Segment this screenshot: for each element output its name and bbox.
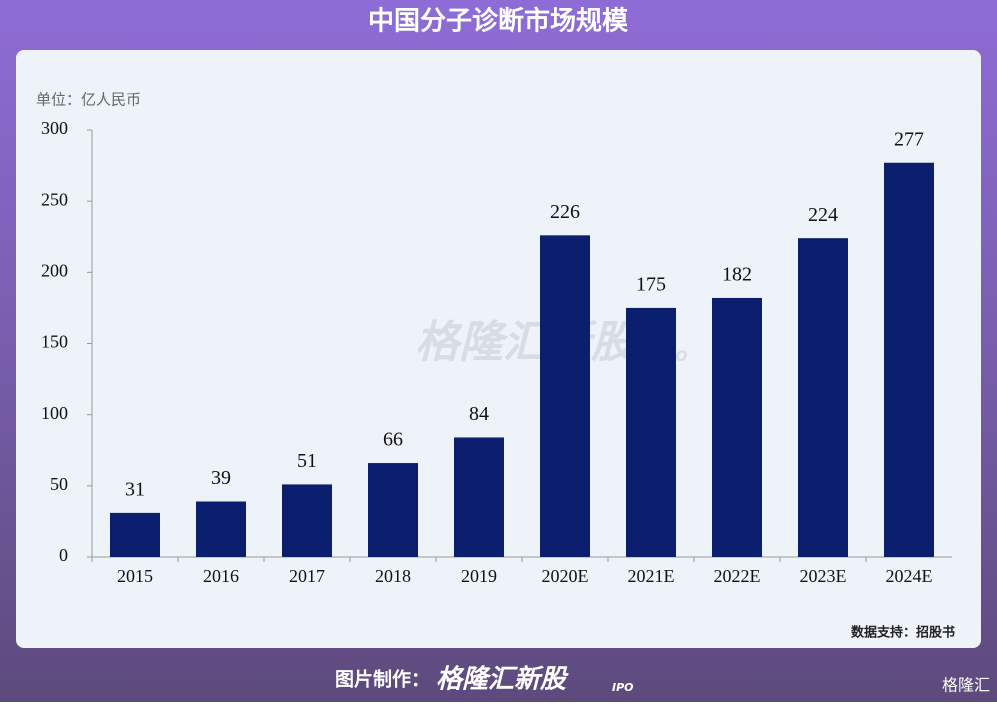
bar bbox=[368, 463, 418, 557]
unit-label: 单位：亿人民币 bbox=[36, 91, 141, 109]
value-label: 277 bbox=[894, 128, 924, 150]
x-tick-label: 2022E bbox=[714, 566, 761, 586]
value-label: 224 bbox=[808, 204, 838, 226]
value-label: 182 bbox=[722, 264, 752, 286]
x-tick-label: 2021E bbox=[628, 566, 675, 586]
bar bbox=[798, 238, 848, 557]
brand-sub: IPO bbox=[612, 681, 634, 694]
credit: 图片制作： bbox=[335, 668, 430, 691]
value-label: 175 bbox=[636, 274, 666, 296]
value-label: 31 bbox=[125, 478, 145, 500]
corner-logo: 格隆汇 bbox=[942, 676, 990, 695]
bar bbox=[626, 307, 676, 557]
y-tick-label: 300 bbox=[41, 118, 68, 138]
x-tick-label: 2023E bbox=[800, 566, 847, 586]
x-tick-label: 2015 bbox=[117, 566, 153, 586]
y-tick-label: 200 bbox=[41, 260, 68, 280]
y-tick-label: 250 bbox=[41, 189, 68, 209]
bar bbox=[454, 437, 504, 557]
value-label: 51 bbox=[297, 450, 317, 472]
value-label: 226 bbox=[550, 201, 580, 223]
watermark: 格隆汇新股 bbox=[415, 317, 640, 368]
x-tick-label: 2020E bbox=[542, 566, 589, 586]
bar bbox=[196, 501, 246, 557]
source: 数据支持：招股书 bbox=[851, 625, 955, 641]
bar bbox=[540, 235, 590, 557]
bar bbox=[884, 162, 934, 557]
value-label: 66 bbox=[383, 429, 403, 451]
y-tick-label: 100 bbox=[41, 403, 68, 423]
value-label: 84 bbox=[469, 403, 489, 425]
bar bbox=[110, 512, 160, 557]
y-tick-label: 50 bbox=[50, 474, 68, 494]
x-tick-label: 2024E bbox=[886, 566, 933, 586]
x-tick-label: 2019 bbox=[461, 566, 497, 586]
x-tick-label: 2018 bbox=[375, 566, 411, 586]
y-tick-label: 150 bbox=[41, 332, 68, 352]
x-tick-label: 2016 bbox=[203, 566, 239, 586]
bar bbox=[712, 297, 762, 557]
x-tick-label: 2017 bbox=[289, 566, 325, 586]
value-label: 39 bbox=[211, 467, 231, 489]
page-title: 中国分子诊断市场规模 bbox=[368, 6, 629, 37]
y-tick-label: 0 bbox=[59, 545, 68, 565]
brand: 格隆汇新股 bbox=[436, 665, 569, 695]
bar bbox=[282, 484, 332, 557]
